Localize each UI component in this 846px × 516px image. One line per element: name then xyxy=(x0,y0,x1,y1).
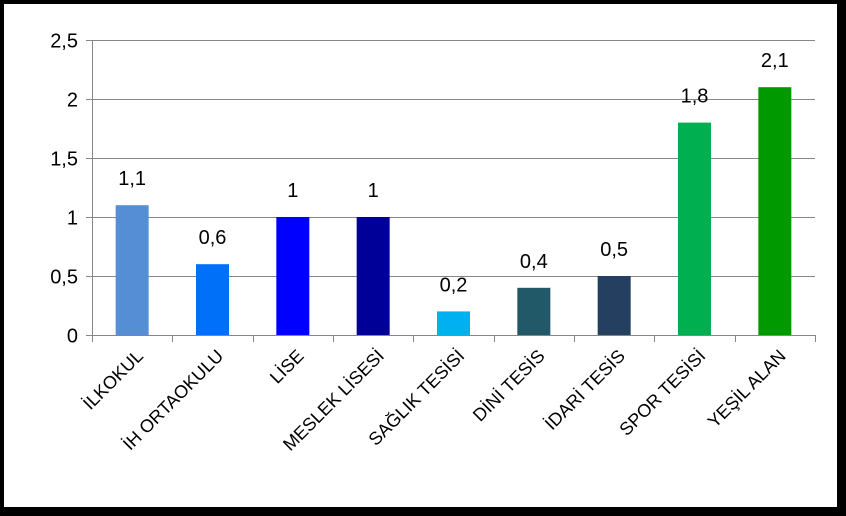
data-label: 0,2 xyxy=(440,274,468,296)
category-label: YEŞİL ALAN xyxy=(704,346,790,432)
data-label: 1 xyxy=(287,180,298,202)
category-label: İLKOKUL xyxy=(79,346,147,414)
bar xyxy=(115,205,149,335)
data-label: 0,5 xyxy=(600,239,628,261)
data-label: 0,4 xyxy=(520,251,548,273)
bar xyxy=(437,311,470,335)
data-label: 0,6 xyxy=(199,227,227,249)
bar xyxy=(758,87,792,335)
bar xyxy=(597,276,631,335)
y-tick-label: 0,5 xyxy=(50,267,78,289)
bar xyxy=(276,217,310,335)
data-label: 2,1 xyxy=(761,50,789,72)
y-tick-label: 2 xyxy=(67,90,78,112)
data-label: 1,1 xyxy=(118,168,146,190)
bar xyxy=(517,287,551,335)
data-label: 1,8 xyxy=(681,86,709,108)
bar xyxy=(196,264,229,335)
category-label: SPOR TESİSİ xyxy=(615,346,709,440)
y-tick-label: 1,5 xyxy=(50,149,78,171)
bar xyxy=(678,122,711,335)
y-tick-label: 2,5 xyxy=(50,31,78,53)
category-label: DİNİ TESİS xyxy=(469,346,549,426)
y-tick-label: 1 xyxy=(67,208,78,230)
data-label: 1 xyxy=(368,180,379,202)
category-label: LİSE xyxy=(266,346,308,388)
bar xyxy=(356,217,390,335)
category-label: İDARİ TESİS xyxy=(541,346,629,434)
y-tick-label: 0 xyxy=(67,326,78,348)
